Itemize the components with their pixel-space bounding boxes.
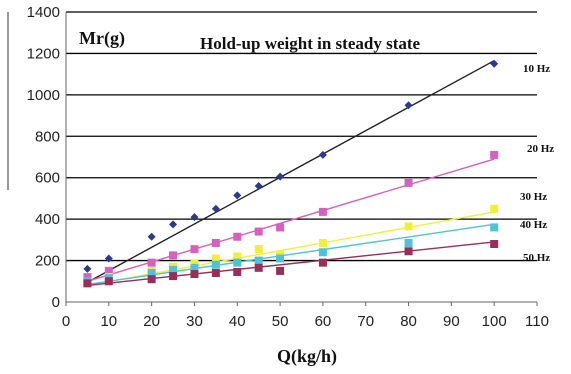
data-point-20-hz	[211, 238, 220, 247]
data-point-20-hz	[147, 258, 156, 267]
data-point-20-hz	[104, 266, 113, 275]
x-tick-labels: 0 10 20 30 40 50 60 70 80 90 100 110	[62, 302, 549, 330]
x-tick-label: 100	[482, 313, 507, 330]
data-point-30-hz	[233, 252, 242, 261]
y-tick-label: 0	[52, 294, 60, 311]
data-points	[83, 59, 499, 288]
x-tick-label: 110	[525, 313, 549, 330]
data-point-40-hz	[318, 248, 327, 257]
data-point-10-hz	[318, 150, 327, 159]
y-tick-label: 400	[35, 211, 60, 228]
data-point-50-hz	[190, 270, 199, 279]
data-point-50-hz	[404, 247, 413, 256]
data-point-10-hz	[169, 220, 178, 229]
data-point-30-hz	[254, 245, 263, 254]
y-tick-label: 800	[35, 128, 60, 145]
x-tick-label: 20	[143, 313, 160, 330]
data-point-30-hz	[190, 259, 199, 268]
data-point-30-hz	[318, 238, 327, 247]
x-tick-label: 60	[315, 313, 332, 330]
series-label-20-hz: 20 Hz	[527, 143, 554, 155]
data-point-10-hz	[276, 172, 285, 181]
data-point-50-hz	[254, 263, 263, 272]
y-tick-label: 600	[35, 170, 60, 187]
data-point-30-hz	[211, 254, 220, 263]
data-point-40-hz	[211, 260, 220, 269]
x-tick-label: 70	[357, 313, 374, 330]
data-point-10-hz	[83, 264, 92, 273]
data-point-20-hz	[233, 232, 242, 241]
y-tick-labels: 0 200 400 600 800 1000 1200 1400	[27, 4, 60, 311]
data-point-10-hz	[211, 204, 220, 213]
data-point-40-hz	[404, 238, 413, 247]
data-point-50-hz	[104, 277, 113, 286]
trend-line-10-hz	[87, 60, 495, 283]
data-point-10-hz	[190, 213, 199, 222]
data-point-10-hz	[147, 232, 156, 241]
x-axis-label: Q(kg/h)	[277, 346, 337, 367]
series-labels: 10 Hz 20 Hz 30 Hz 40 Hz 50 Hz	[520, 63, 554, 264]
data-point-10-hz	[104, 254, 113, 263]
data-point-20-hz	[404, 178, 413, 187]
data-point-30-hz	[404, 222, 413, 231]
data-point-10-hz	[404, 101, 413, 110]
data-point-50-hz	[169, 272, 178, 281]
data-point-30-hz	[276, 250, 285, 259]
data-point-50-hz	[276, 266, 285, 275]
y-axis-label: Mr(g)	[79, 28, 125, 49]
x-tick-label: 40	[229, 313, 246, 330]
data-point-40-hz	[490, 223, 499, 232]
data-point-50-hz	[490, 240, 499, 248]
data-point-20-hz	[83, 273, 92, 282]
data-point-40-hz	[169, 265, 178, 274]
data-point-50-hz	[318, 258, 327, 267]
data-point-40-hz	[147, 269, 156, 277]
x-tick-label: 80	[400, 313, 417, 330]
x-tick-label: 50	[272, 313, 289, 330]
series-label-10-hz: 10 Hz	[523, 63, 550, 75]
data-point-20-hz	[169, 251, 178, 260]
series-label-30-hz: 30 Hz	[520, 191, 547, 203]
data-point-40-hz	[276, 254, 285, 263]
x-tick-label: 90	[443, 313, 460, 330]
data-point-20-hz	[190, 245, 199, 254]
series-label-40-hz: 40 Hz	[520, 219, 547, 231]
y-tick-label: 1200	[27, 45, 60, 62]
x-tick-label: 0	[62, 313, 70, 330]
axes	[7, 12, 537, 303]
data-point-10-hz	[490, 59, 499, 68]
x-tick-label: 30	[186, 313, 203, 330]
data-point-50-hz	[83, 279, 92, 288]
data-point-50-hz	[211, 269, 220, 277]
series-label-50-hz: 50 Hz	[523, 252, 550, 264]
data-point-50-hz	[233, 267, 242, 276]
x-tick-label: 10	[100, 313, 117, 330]
data-point-20-hz	[318, 207, 327, 216]
data-point-40-hz	[233, 258, 242, 267]
data-point-10-hz	[233, 191, 242, 200]
y-tick-label: 1400	[27, 4, 60, 21]
y-tick-label: 200	[35, 253, 60, 270]
data-point-20-hz	[276, 223, 285, 232]
grid-lines	[66, 11, 537, 262]
y-tick-label: 1000	[27, 87, 60, 104]
data-point-20-hz	[490, 150, 499, 159]
data-point-30-hz	[490, 204, 499, 213]
chart-title: Hold-up weight in steady state	[200, 34, 421, 53]
data-point-10-hz	[254, 182, 263, 190]
data-point-40-hz	[190, 263, 199, 272]
data-point-50-hz	[147, 275, 156, 284]
data-point-20-hz	[254, 227, 263, 236]
data-point-40-hz	[254, 256, 263, 265]
